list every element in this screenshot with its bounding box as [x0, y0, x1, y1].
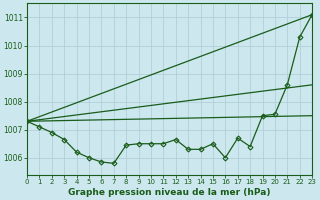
X-axis label: Graphe pression niveau de la mer (hPa): Graphe pression niveau de la mer (hPa)	[68, 188, 271, 197]
